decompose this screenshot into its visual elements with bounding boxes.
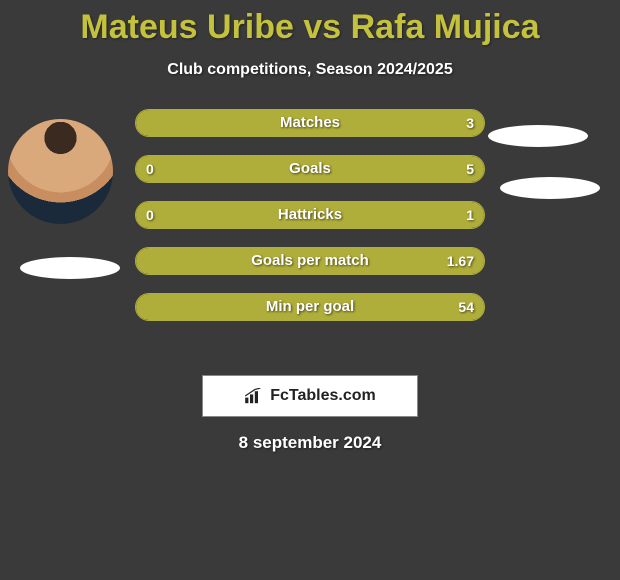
stat-bars: 3Matches 05Goals 01Hattricks 1.67Goals per … — [135, 109, 485, 339]
stat-row: 3Matches — [135, 109, 485, 137]
watermark: FcTables.com — [202, 375, 418, 417]
stat-label: Matches — [136, 110, 484, 136]
stat-row: 54Min per goal — [135, 293, 485, 321]
comparison-panel: 3Matches 05Goals 01Hattricks 1.67Goals per … — [0, 109, 620, 369]
subtitle: Club competitions, Season 2024/2025 — [0, 61, 620, 79]
chart-icon — [244, 388, 264, 404]
stat-label: Goals — [136, 156, 484, 182]
date-label: 8 september 2024 — [0, 433, 620, 453]
stat-label: Goals per match — [136, 248, 484, 274]
stat-label: Hattricks — [136, 202, 484, 228]
stat-row: 1.67Goals per match — [135, 247, 485, 275]
player-right-name-pill-1 — [488, 125, 588, 147]
watermark-text: FcTables.com — [270, 387, 376, 405]
stat-row: 05Goals — [135, 155, 485, 183]
page-title: Mateus Uribe vs Rafa Mujica — [0, 0, 620, 47]
stat-row: 01Hattricks — [135, 201, 485, 229]
stat-label: Min per goal — [136, 294, 484, 320]
player-left-name-pill — [20, 257, 120, 279]
player-left-avatar — [8, 119, 113, 224]
player-right-name-pill-2 — [500, 177, 600, 199]
